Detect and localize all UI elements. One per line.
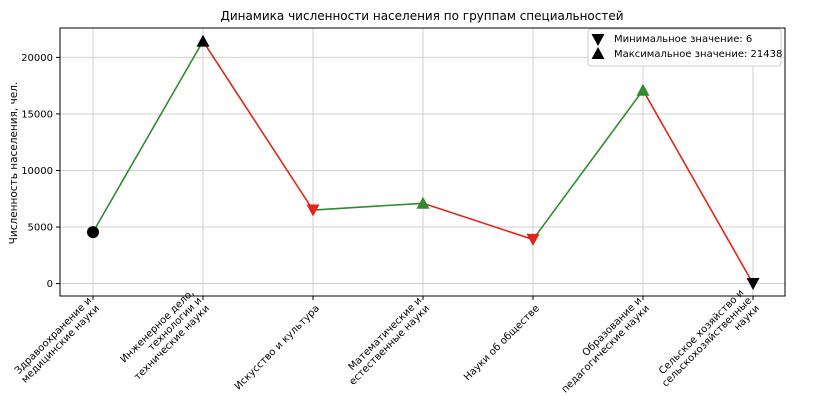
series-lines bbox=[92, 40, 754, 284]
y-axis-ticks: 0 5000 10000 15000 20000 bbox=[21, 53, 60, 290]
legend-min-marker bbox=[591, 34, 605, 46]
legend-max-marker bbox=[591, 47, 605, 59]
grid bbox=[60, 28, 785, 296]
y-tick-label-0: 0 bbox=[47, 279, 53, 290]
data-point-0 bbox=[87, 226, 99, 239]
legend-box bbox=[587, 28, 782, 67]
legend-item-max: Максимальное значение: 21438 bbox=[591, 47, 782, 60]
x-tick-label-line: сельскохозяйственные bbox=[660, 295, 754, 389]
series-segment-1 bbox=[202, 40, 314, 211]
data-point-3 bbox=[416, 196, 430, 209]
x-tick-label-line: педагогические науки bbox=[560, 303, 652, 395]
x-tick-label-line: Здравоохранение и bbox=[13, 295, 94, 376]
data-point-1 bbox=[196, 34, 210, 47]
x-tick-label-line: Математические и bbox=[347, 295, 425, 373]
legend-max-label: Максимальное значение: 21438 bbox=[614, 49, 782, 60]
data-point-6 bbox=[746, 277, 760, 290]
data-point-2 bbox=[306, 204, 320, 217]
data-markers bbox=[87, 34, 760, 290]
x-tick-label-1: Инженерное дело,технологии итехнические … bbox=[119, 288, 212, 383]
series-segment-4 bbox=[532, 89, 644, 240]
legend: Минимальное значение: 6 Максимальное зна… bbox=[587, 28, 782, 67]
data-point-5 bbox=[636, 83, 650, 96]
series-segment-5 bbox=[642, 89, 754, 284]
data-point-4 bbox=[526, 233, 540, 246]
x-tick-label-2: Искусство и культура bbox=[233, 303, 322, 392]
y-tick-label-1: 5000 bbox=[28, 223, 53, 234]
series-segment-2 bbox=[312, 202, 424, 211]
series-segment-0 bbox=[92, 40, 204, 233]
chart-title: Динамика численности населения по группа… bbox=[220, 9, 623, 23]
x-tick-label-6: Сельское хозяйство исельскохозяйственные… bbox=[657, 288, 762, 390]
y-axis-label: Численность населения, чел. bbox=[8, 82, 20, 245]
x-tick-label-line: Сельское хозяйство и bbox=[657, 288, 746, 377]
y-tick-label-4: 20000 bbox=[21, 53, 53, 64]
x-tick-label-4: Науки об обществе bbox=[462, 303, 542, 383]
x-tick-label-line: Искусство и культура bbox=[233, 303, 322, 392]
legend-min-label: Минимальное значение: 6 bbox=[614, 34, 752, 45]
x-tick-label-line: медицинские науки bbox=[20, 303, 102, 385]
series-segment-3 bbox=[422, 202, 534, 241]
y-tick-label-3: 15000 bbox=[21, 109, 53, 120]
x-tick-label-line: Науки об обществе bbox=[462, 303, 542, 383]
legend-item-min: Минимальное значение: 6 bbox=[591, 34, 752, 46]
y-tick-label-2: 10000 bbox=[21, 166, 53, 177]
x-tick-label-line: естественные науки bbox=[347, 303, 431, 387]
